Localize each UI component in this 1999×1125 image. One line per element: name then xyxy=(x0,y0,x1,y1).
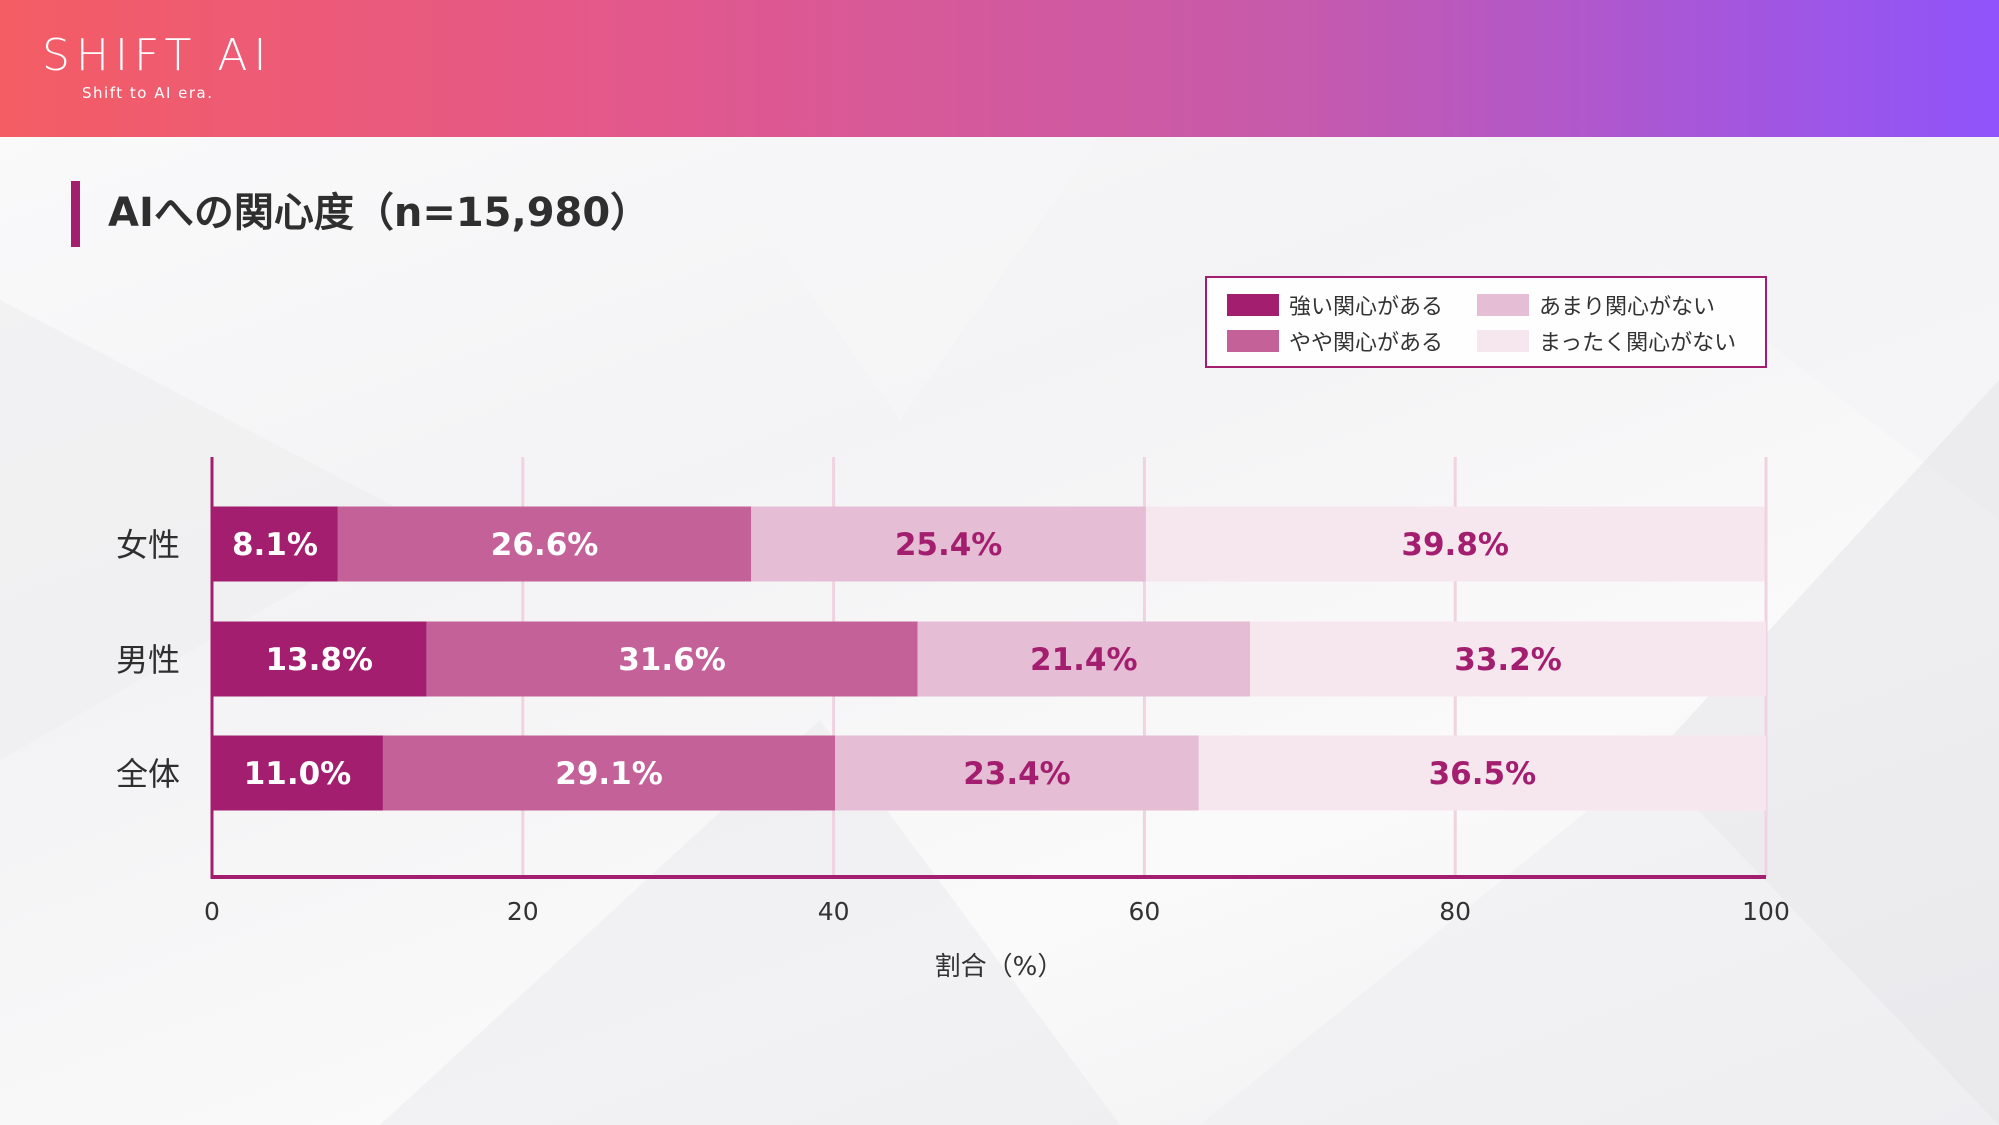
bar-segment xyxy=(212,621,427,697)
legend-swatch xyxy=(1477,294,1529,316)
legend-swatch xyxy=(1227,330,1279,352)
category-label: 男性 xyxy=(116,641,180,679)
chart-legend: 強い関心がある やや関心がある あまり関心がない まったく関心がない xyxy=(1205,276,1767,368)
bar-segment xyxy=(382,735,836,811)
data-label: 25.4% xyxy=(895,527,1003,563)
legend-label: 強い関心がある xyxy=(1289,295,1444,320)
bar-segment xyxy=(212,506,338,582)
bar-segment xyxy=(835,735,1199,811)
header-banner: SHIFT AI Shift to AI era. xyxy=(0,0,1999,137)
data-label: 39.8% xyxy=(1401,527,1509,563)
bar-segment xyxy=(1145,506,1765,582)
data-label: 31.6% xyxy=(618,642,726,678)
x-tick-label: 0 xyxy=(204,897,220,926)
legend-swatch xyxy=(1477,330,1529,352)
bar-segment xyxy=(337,506,752,582)
legend-item-little-interest: あまり関心がない xyxy=(1477,290,1715,320)
legend-item-no-interest: まったく関心がない xyxy=(1477,326,1736,356)
title-accent-bar xyxy=(71,181,80,247)
x-tick-label: 100 xyxy=(1742,897,1790,926)
data-label: 13.8% xyxy=(265,642,373,678)
page-title: AIへの関心度（n=15,980） xyxy=(108,190,651,236)
legend-label: まったく関心がない xyxy=(1539,331,1737,356)
legend-label: やや関心がある xyxy=(1289,331,1444,356)
logo-tagline: Shift to AI era. xyxy=(82,84,214,102)
legend-item-some-interest: やや関心がある xyxy=(1227,326,1443,356)
data-label: 29.1% xyxy=(555,756,663,792)
category-label: 女性 xyxy=(116,526,180,564)
category-label: 全体 xyxy=(116,755,180,793)
legend-label: あまり関心がない xyxy=(1539,295,1716,320)
data-label: 26.6% xyxy=(491,527,599,563)
bar-segment xyxy=(426,621,918,697)
bar-segment xyxy=(212,735,383,811)
data-label: 33.2% xyxy=(1454,642,1562,678)
legend-item-strong-interest: 強い関心がある xyxy=(1227,290,1443,320)
logo-text: SHIFT AI xyxy=(42,30,273,81)
x-tick-label: 20 xyxy=(507,897,539,926)
data-label: 23.4% xyxy=(963,756,1071,792)
bar-segment xyxy=(1250,621,1766,697)
x-tick-label: 40 xyxy=(818,897,850,926)
data-label: 21.4% xyxy=(1030,642,1138,678)
data-label: 8.1% xyxy=(232,527,318,563)
bar-segment xyxy=(1198,735,1766,811)
shift-ai-logo[interactable]: SHIFT AI Shift to AI era. xyxy=(42,30,273,103)
legend-swatch xyxy=(1227,294,1279,316)
data-label: 36.5% xyxy=(1429,756,1537,792)
bar-segment xyxy=(751,506,1146,582)
bar-segment xyxy=(917,621,1251,697)
x-tick-label: 80 xyxy=(1439,897,1471,926)
data-label: 11.0% xyxy=(244,756,352,792)
x-axis-title: 割合（%） xyxy=(935,952,1064,982)
x-tick-label: 60 xyxy=(1128,897,1160,926)
